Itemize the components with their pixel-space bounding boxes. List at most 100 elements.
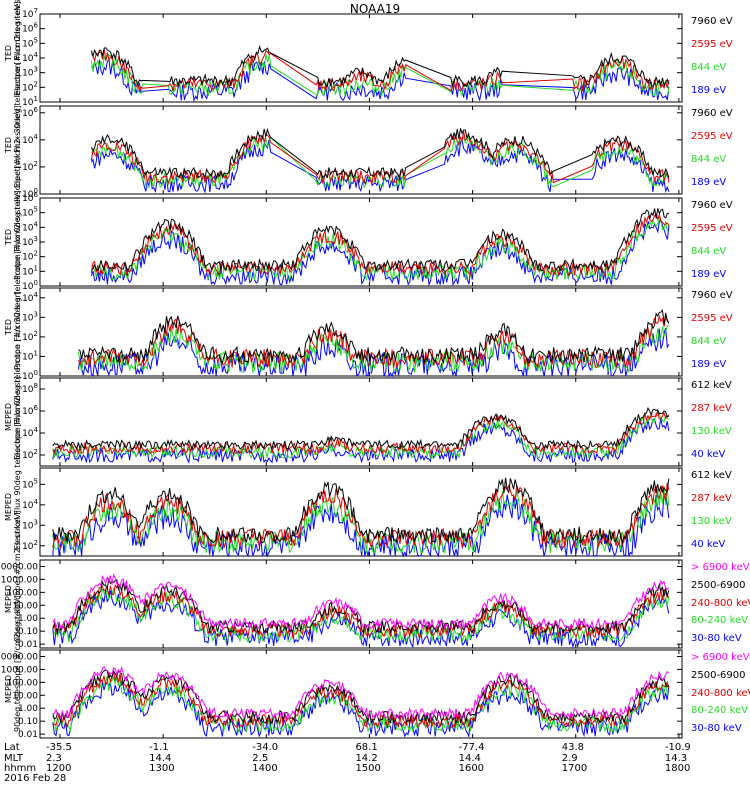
series-30-80-kev bbox=[628, 686, 670, 723]
y-tick-label: 104 bbox=[22, 51, 38, 64]
series-30-80-kev bbox=[532, 628, 629, 649]
y-tick-label: 105 bbox=[22, 206, 38, 219]
series--6900-kev bbox=[532, 686, 630, 720]
axis-value: 1500 bbox=[355, 763, 381, 774]
series-40-kev bbox=[532, 520, 630, 557]
axis-value: 2.9 bbox=[561, 752, 578, 764]
energy-label: 2595 eV bbox=[691, 38, 733, 50]
y-tick-label: 103 bbox=[22, 518, 38, 531]
series-7960-ev bbox=[350, 56, 491, 88]
y-tick-label: 10000.00 bbox=[0, 562, 38, 572]
axis-value: -10.9 bbox=[664, 742, 691, 753]
series-2595-ev bbox=[460, 131, 595, 184]
series-612-kev bbox=[52, 487, 150, 542]
energy-label: 30-80 keV bbox=[691, 633, 742, 645]
series-240-800-kev bbox=[436, 599, 534, 637]
series-2595-ev bbox=[211, 49, 352, 92]
axis-row-mlt: MLT 2.3 14.4 2.5 14.2 14.4 2.9 14.3 bbox=[0, 753, 750, 764]
series-40-kev bbox=[436, 422, 534, 462]
panel-frame bbox=[39, 467, 683, 557]
panel-4: 100 101 102 103 104 bbox=[22, 287, 683, 382]
y-tick-label: 104 bbox=[22, 220, 38, 233]
axis-value: 14.2 bbox=[355, 752, 378, 764]
energy-label: > 6900 keV bbox=[691, 562, 750, 573]
series-130-kev bbox=[532, 522, 630, 553]
series-2500-6900 bbox=[532, 690, 630, 724]
series-844-ev bbox=[655, 79, 670, 96]
series-189-ev bbox=[91, 58, 212, 103]
series-189-ev bbox=[593, 147, 670, 194]
series-7960-ev bbox=[187, 127, 328, 180]
series-287-kev bbox=[436, 413, 534, 454]
series-189-ev bbox=[655, 86, 670, 101]
energy-label: 130 keV bbox=[691, 425, 732, 437]
y-tick-label: 104 bbox=[22, 133, 38, 146]
y-tick-label: 102 bbox=[22, 160, 38, 173]
series-612-kev bbox=[340, 437, 437, 451]
series--6900-kev bbox=[148, 671, 245, 719]
series-7960-ev bbox=[654, 308, 670, 326]
series-287-kev bbox=[340, 496, 437, 548]
energy-label: 7960 eV bbox=[691, 108, 733, 119]
series-130-kev bbox=[148, 498, 246, 554]
panel-frame bbox=[39, 287, 683, 377]
series-7960-ev bbox=[475, 228, 572, 273]
energy-label: 40 keV bbox=[691, 538, 726, 550]
y-tick-label: 1000.00 bbox=[1, 575, 38, 585]
axis-value: 2.5 bbox=[252, 752, 269, 764]
y-tick-label: 0.01 bbox=[18, 730, 38, 740]
energy-label: 844 eV bbox=[691, 245, 727, 257]
series-612-kev bbox=[628, 406, 669, 432]
series-2595-ev bbox=[366, 347, 463, 368]
y-tick-label: 1.00 bbox=[18, 614, 38, 624]
axis-row-lat: Lat -35.5 -1.1 -34.0 68.1 -77.4 43.8 -10.9 bbox=[0, 742, 750, 753]
series-287-kev bbox=[52, 441, 150, 455]
series--6900-kev bbox=[340, 600, 438, 630]
series-2500-6900 bbox=[244, 683, 342, 724]
series-2500-6900 bbox=[340, 687, 438, 725]
energy-label: 2595 eV bbox=[691, 312, 733, 324]
series-240-800-kev bbox=[628, 680, 670, 711]
series-80-240-kev bbox=[436, 681, 534, 732]
y-axis-label: MEPED 90deg telescope [#/cm2-s-sr-keV] bbox=[4, 595, 22, 732]
series-189-ev bbox=[654, 328, 670, 352]
series-240-800-kev bbox=[244, 685, 342, 727]
series-7960-ev bbox=[90, 133, 188, 179]
series-7960-ev bbox=[490, 51, 657, 88]
axis-value: 1400 bbox=[252, 763, 278, 774]
y-tick-label: 0.01 bbox=[18, 640, 38, 650]
y-tick-label: 104 bbox=[22, 498, 38, 511]
series-287-kev bbox=[148, 493, 246, 549]
series-189-ev bbox=[270, 337, 367, 377]
series-612-kev bbox=[340, 488, 438, 543]
series-844-ev bbox=[351, 63, 492, 97]
series-80-240-kev bbox=[52, 587, 150, 643]
energy-label: 844 eV bbox=[691, 153, 727, 165]
series--6900-kev bbox=[436, 592, 534, 630]
y-tick-label: 10.00 bbox=[12, 601, 38, 611]
series-2595-ev bbox=[474, 233, 572, 277]
series-130-kev bbox=[436, 490, 534, 555]
series-189-ev bbox=[90, 147, 188, 194]
series-844-ev bbox=[91, 227, 188, 281]
series-2500-6900 bbox=[340, 605, 438, 635]
y-tick-label: 104 bbox=[22, 291, 38, 304]
series-7960-ev bbox=[78, 315, 175, 363]
series-612-kev bbox=[148, 438, 246, 451]
series-612-kev bbox=[532, 424, 630, 451]
axis-row-label: Lat bbox=[4, 742, 20, 753]
series-40-kev bbox=[340, 447, 438, 464]
series-40-kev bbox=[436, 494, 534, 558]
y-tick-label: 10.00 bbox=[12, 691, 38, 701]
series-7960-ev bbox=[366, 346, 463, 365]
energy-label: 612 keV bbox=[691, 470, 732, 481]
y-tick-label: 102 bbox=[22, 539, 38, 552]
axis-value: 68.1 bbox=[355, 742, 378, 753]
series-7960-ev bbox=[460, 128, 595, 175]
energy-label: 2500-6900 bbox=[691, 669, 746, 681]
y-tick-label: 103 bbox=[22, 235, 38, 248]
series-612-kev bbox=[628, 478, 670, 534]
series-612-kev bbox=[52, 439, 150, 451]
series-2595-ev bbox=[666, 222, 670, 227]
